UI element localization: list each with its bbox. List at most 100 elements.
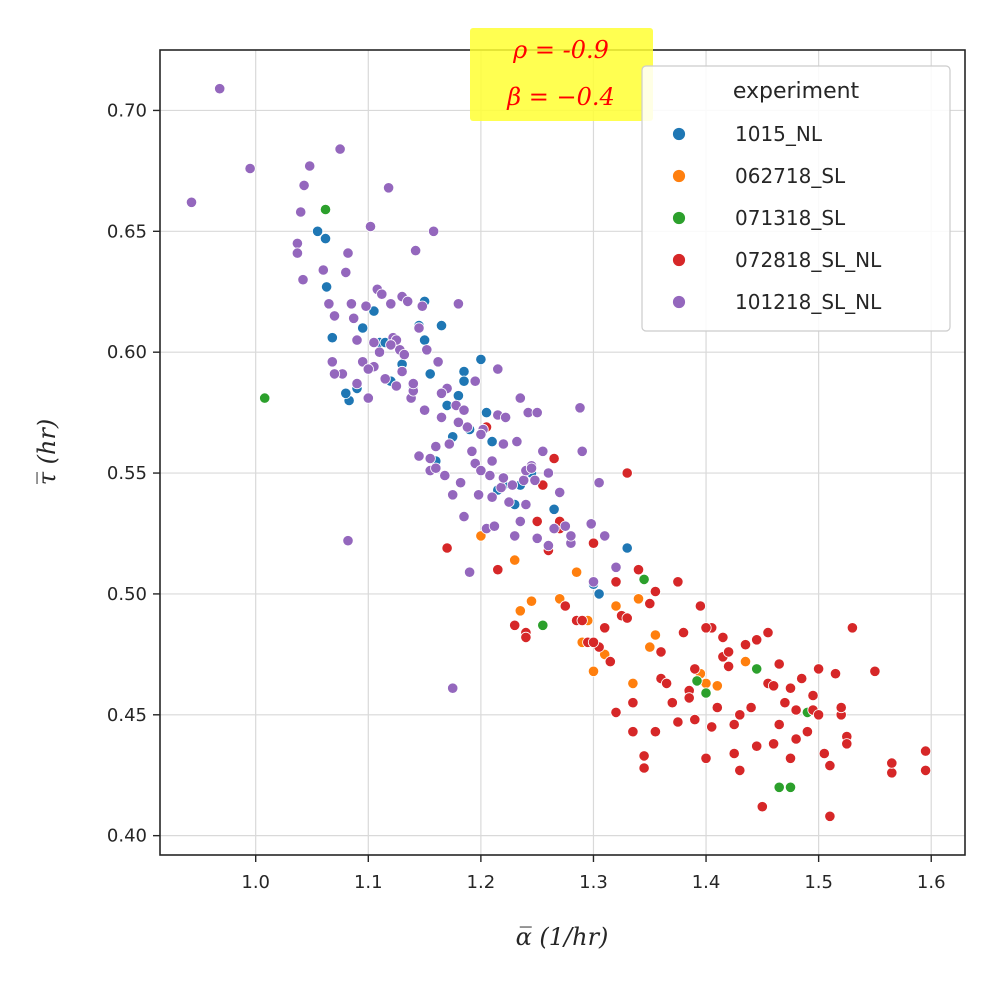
data-point	[435, 411, 448, 423]
data-point	[559, 600, 571, 612]
data-point	[360, 300, 372, 312]
data-point	[244, 162, 256, 175]
data-point	[492, 363, 504, 375]
data-point	[632, 564, 645, 576]
data-point	[599, 622, 611, 634]
data-point	[689, 713, 701, 726]
data-point	[728, 747, 740, 760]
data-point	[326, 356, 338, 368]
data-point	[518, 474, 530, 486]
y-axis-ticks: 0.40 0.45 0.50 0.55 0.60 0.65 0.70	[107, 100, 160, 847]
data-point	[638, 762, 650, 774]
data-point	[480, 406, 493, 419]
data-point	[475, 464, 487, 477]
data-point	[627, 697, 639, 709]
data-point	[542, 467, 555, 479]
data-point	[739, 639, 752, 651]
data-point	[430, 462, 442, 474]
data-point	[672, 576, 684, 588]
legend-marker	[672, 295, 686, 309]
x-axis-label: α̅ (1/hr)	[516, 923, 609, 951]
legend-marker	[672, 211, 686, 225]
data-point	[291, 247, 303, 259]
data-point	[824, 759, 836, 772]
data-point	[585, 518, 597, 530]
data-point	[677, 626, 690, 639]
data-point	[362, 392, 374, 404]
data-point	[570, 566, 583, 578]
data-point	[499, 411, 512, 423]
data-point	[214, 83, 226, 95]
data-point	[452, 298, 464, 310]
data-point	[439, 469, 451, 482]
data-point	[666, 697, 678, 709]
data-point	[454, 477, 467, 489]
data-point	[683, 692, 695, 704]
data-point	[362, 363, 374, 375]
data-point	[421, 344, 433, 356]
y-tick-label: 0.70	[107, 100, 147, 121]
data-point	[514, 515, 526, 528]
data-point	[610, 576, 622, 588]
data-point	[554, 486, 566, 498]
data-point	[396, 365, 408, 378]
data-point	[348, 312, 360, 324]
data-point	[660, 677, 673, 690]
data-point	[886, 757, 898, 769]
data-point	[644, 597, 656, 610]
data-point	[447, 682, 459, 694]
data-point	[784, 682, 797, 694]
data-point	[689, 663, 701, 675]
data-point	[869, 665, 881, 677]
data-point	[382, 182, 395, 194]
data-point	[385, 298, 397, 310]
data-point	[779, 697, 791, 709]
legend-marker	[672, 253, 686, 267]
data-point	[751, 634, 763, 646]
data-point	[829, 668, 842, 680]
data-point	[458, 375, 470, 387]
data-point	[700, 752, 712, 764]
data-point	[593, 588, 605, 600]
x-tick-label: 1.3	[579, 872, 608, 893]
data-point	[649, 629, 662, 641]
data-point	[416, 300, 428, 312]
data-point	[295, 206, 307, 218]
data-point	[409, 245, 422, 257]
data-point	[385, 339, 397, 351]
data-point	[319, 203, 332, 216]
data-point	[559, 520, 571, 532]
data-point	[413, 322, 425, 334]
data-point	[711, 680, 723, 692]
data-point	[644, 641, 656, 653]
data-point	[835, 701, 847, 714]
data-point	[745, 701, 757, 714]
data-point	[610, 706, 622, 719]
data-point	[762, 626, 774, 639]
data-point	[649, 585, 662, 598]
data-point	[435, 387, 448, 399]
data-point	[587, 537, 600, 549]
data-point	[492, 564, 504, 576]
data-point	[638, 573, 650, 586]
annotation-box	[470, 28, 653, 121]
data-point	[430, 440, 442, 453]
data-point	[486, 435, 498, 448]
data-point	[734, 764, 746, 777]
data-point	[734, 709, 746, 721]
data-point	[672, 716, 684, 728]
data-point	[452, 390, 464, 402]
data-point	[700, 622, 712, 634]
data-point	[334, 143, 346, 155]
x-tick-label: 1.4	[692, 872, 721, 893]
data-point	[486, 491, 498, 503]
legend-label: 1015_NL	[735, 122, 823, 146]
data-point	[784, 752, 797, 764]
data-point	[340, 387, 352, 399]
data-point	[458, 404, 470, 416]
data-point	[790, 733, 802, 745]
data-point	[311, 225, 324, 237]
data-point	[537, 445, 549, 457]
data-point	[340, 266, 352, 278]
y-axis-label: τ̅ (hr)	[33, 419, 61, 486]
